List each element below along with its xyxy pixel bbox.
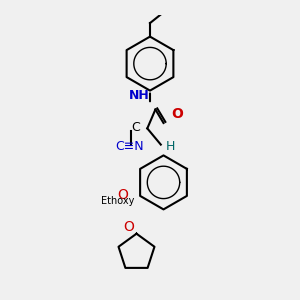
- Text: C≡N: C≡N: [115, 140, 143, 153]
- Text: O: O: [118, 188, 128, 202]
- Text: H: H: [166, 140, 176, 153]
- Text: Ethoxy: Ethoxy: [101, 196, 135, 206]
- Text: C: C: [131, 121, 140, 134]
- Text: O: O: [172, 106, 184, 121]
- Text: O: O: [123, 220, 134, 234]
- Text: NH: NH: [129, 89, 150, 102]
